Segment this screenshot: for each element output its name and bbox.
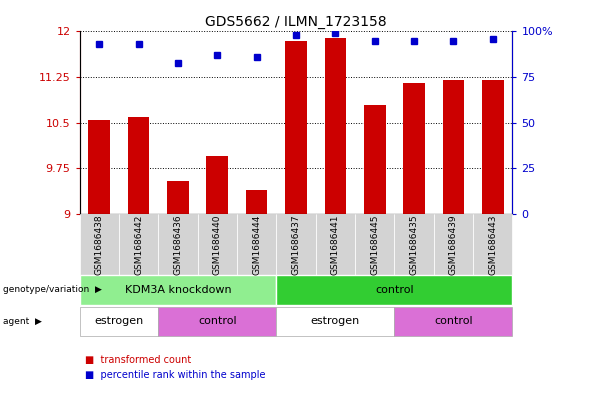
Text: genotype/variation  ▶: genotype/variation ▶ — [3, 285, 102, 294]
Bar — [206, 156, 228, 214]
Bar — [128, 117, 150, 214]
Text: ■  percentile rank within the sample: ■ percentile rank within the sample — [85, 370, 266, 380]
Text: GSM1686439: GSM1686439 — [449, 214, 458, 275]
Bar — [246, 190, 267, 214]
Text: GSM1686441: GSM1686441 — [331, 215, 340, 275]
Text: control: control — [434, 316, 473, 326]
Bar — [403, 83, 425, 214]
Bar — [325, 37, 346, 214]
Text: agent  ▶: agent ▶ — [3, 317, 42, 326]
Text: GSM1686437: GSM1686437 — [292, 214, 300, 275]
Text: GSM1686443: GSM1686443 — [488, 215, 497, 275]
Text: control: control — [198, 316, 237, 326]
Text: GSM1686445: GSM1686445 — [370, 215, 379, 275]
Text: GSM1686436: GSM1686436 — [173, 214, 183, 275]
Bar — [88, 120, 110, 214]
Text: KDM3A knockdown: KDM3A knockdown — [125, 285, 231, 295]
Bar — [285, 40, 307, 214]
Text: GSM1686440: GSM1686440 — [213, 215, 222, 275]
Text: control: control — [375, 285, 413, 295]
Bar — [167, 181, 188, 214]
Text: GSM1686438: GSM1686438 — [95, 214, 104, 275]
Title: GDS5662 / ILMN_1723158: GDS5662 / ILMN_1723158 — [205, 15, 387, 29]
Text: GSM1686435: GSM1686435 — [409, 214, 419, 275]
Bar — [482, 80, 504, 214]
Bar — [442, 80, 464, 214]
Text: ■  transformed count: ■ transformed count — [85, 354, 191, 365]
Bar — [364, 105, 386, 214]
Text: GSM1686442: GSM1686442 — [134, 215, 143, 275]
Text: GSM1686444: GSM1686444 — [252, 215, 261, 275]
Text: estrogen: estrogen — [94, 316, 144, 326]
Text: estrogen: estrogen — [311, 316, 360, 326]
